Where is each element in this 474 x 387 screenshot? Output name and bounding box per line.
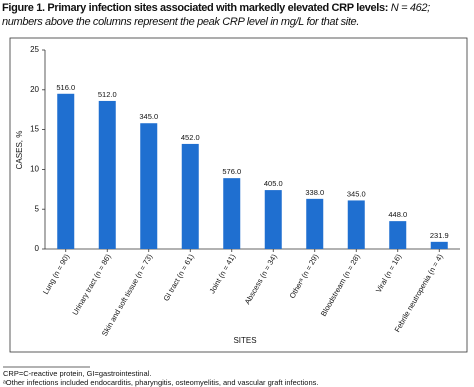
bar-annotation: 231.9 (430, 231, 449, 240)
bar (98, 100, 116, 249)
y-tick-label: 0 (35, 244, 40, 253)
bar-annotation: 345.0 (347, 189, 366, 198)
x-tick-label: Joint (n = 41) (207, 252, 237, 295)
bar (140, 123, 158, 249)
x-tick-label: Otherᵃ (n = 29) (288, 252, 321, 300)
bar (223, 178, 241, 249)
x-tick-label: GI tract (n = 61) (162, 252, 196, 303)
bar-annotation: 448.0 (388, 210, 407, 219)
x-tick-label: Febrile neutropenia (n = 4) (393, 252, 445, 334)
bar-annotation: 345.0 (139, 112, 158, 121)
footnote: CRP=C-reactive protein, GI=gastrointesti… (3, 369, 151, 378)
x-tick-label: Bloodstream (n = 28) (319, 252, 362, 318)
bar (181, 143, 199, 249)
bar-annotation: 452.0 (181, 133, 200, 142)
bar (430, 241, 448, 249)
bar (264, 190, 282, 249)
y-tick-label: 15 (30, 125, 39, 134)
x-tick-label: Lung (n = 90) (41, 252, 71, 296)
y-tick-label: 5 (35, 204, 40, 213)
x-tick-label: Urinary tract (n = 86) (70, 252, 113, 317)
y-tick-label: 25 (30, 45, 39, 54)
x-tick-label: Viral (n = 16) (374, 252, 404, 294)
y-tick-label: 20 (30, 85, 39, 94)
bar (306, 198, 324, 249)
y-tick-label: 10 (30, 165, 39, 174)
footnote: ᵃOther infections included endocarditis,… (3, 378, 318, 387)
bar (389, 221, 407, 249)
bar-annotation: 338.0 (305, 188, 324, 197)
chart-subtitle: N = 462; numbers above the columns repre… (2, 2, 430, 28)
chart-title: Figure 1. Primary infection sites associ… (2, 2, 389, 14)
caption: Figure 1. Primary infection sites associ… (2, 1, 472, 29)
x-axis-title: SITES (233, 336, 256, 345)
bar (347, 200, 365, 249)
bar (57, 93, 75, 249)
y-axis-title: CASES, % (15, 131, 24, 170)
bar-annotation: 576.0 (222, 167, 241, 176)
bar-annotation: 512.0 (98, 90, 117, 99)
x-tick-label: Abscess (n = 34) (243, 252, 279, 306)
bar-annotation: 516.0 (56, 83, 75, 92)
chart-frame (9, 37, 468, 353)
bar-annotation: 405.0 (264, 179, 283, 188)
